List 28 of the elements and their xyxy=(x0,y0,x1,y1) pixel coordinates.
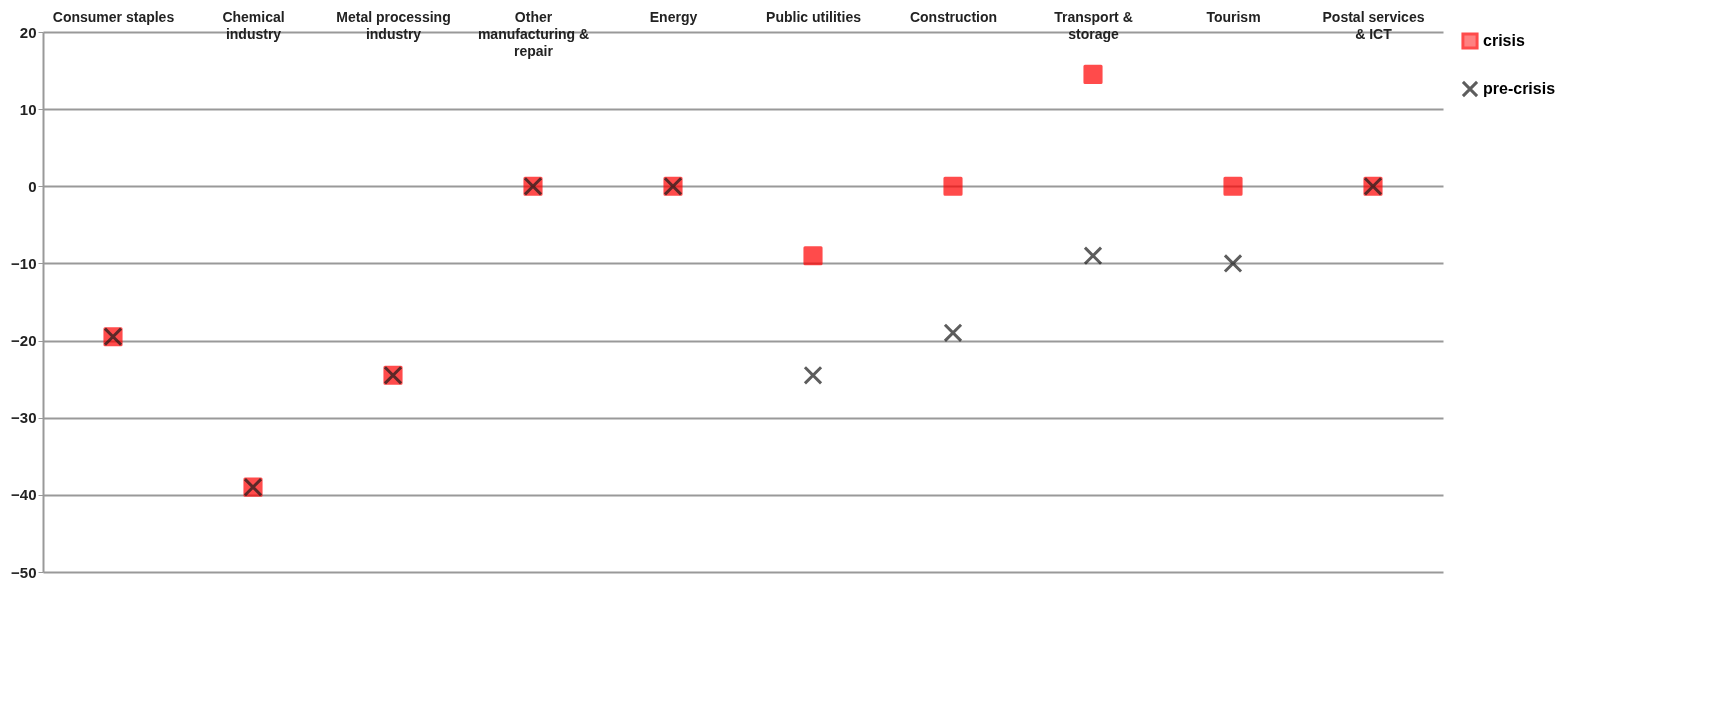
point xyxy=(1083,64,1103,84)
point xyxy=(1083,246,1103,266)
x-tick-label: Chemical industry xyxy=(222,8,285,42)
x-tick-label: Metal processing industry xyxy=(336,8,451,42)
y-tick-label: 20 xyxy=(19,23,37,41)
y-tick-label: 0 xyxy=(28,177,37,195)
y-tick-label: −20 xyxy=(11,332,37,350)
y-tick-label: −50 xyxy=(11,563,37,581)
x-tick-label: Other manufacturing & repair xyxy=(477,8,590,59)
y-tick-label: −10 xyxy=(11,254,37,272)
point xyxy=(943,176,963,196)
point xyxy=(943,323,963,343)
legend-label: pre-crisis xyxy=(1483,80,1556,97)
y-tick-label: −30 xyxy=(11,409,37,427)
y-tick-label: 10 xyxy=(19,100,37,118)
x-tick-label: Energy xyxy=(649,8,698,25)
legend-label: crisis xyxy=(1483,32,1525,49)
y-tick-label: −40 xyxy=(11,486,37,504)
x-tick-label: Construction xyxy=(909,8,998,25)
x-tick-label: Consumer staples xyxy=(52,8,175,25)
x-tick-label: Public utilities xyxy=(766,8,862,25)
point xyxy=(803,365,823,385)
x-tick-label: Transport & storage xyxy=(1054,8,1133,42)
x-tick-label: Postal services & ICT xyxy=(1322,8,1425,42)
point xyxy=(803,246,823,266)
x-tick-label: Tourism xyxy=(1206,8,1261,25)
point xyxy=(1223,176,1243,196)
point xyxy=(1223,253,1243,273)
